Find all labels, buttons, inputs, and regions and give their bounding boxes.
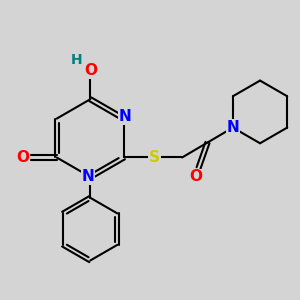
Text: O: O bbox=[189, 169, 202, 184]
Text: O: O bbox=[16, 150, 29, 165]
Text: S: S bbox=[149, 150, 160, 165]
Text: O: O bbox=[84, 63, 97, 78]
Text: N: N bbox=[226, 120, 239, 135]
Text: H: H bbox=[71, 53, 83, 67]
Text: N: N bbox=[119, 109, 132, 124]
Text: N: N bbox=[82, 169, 94, 184]
